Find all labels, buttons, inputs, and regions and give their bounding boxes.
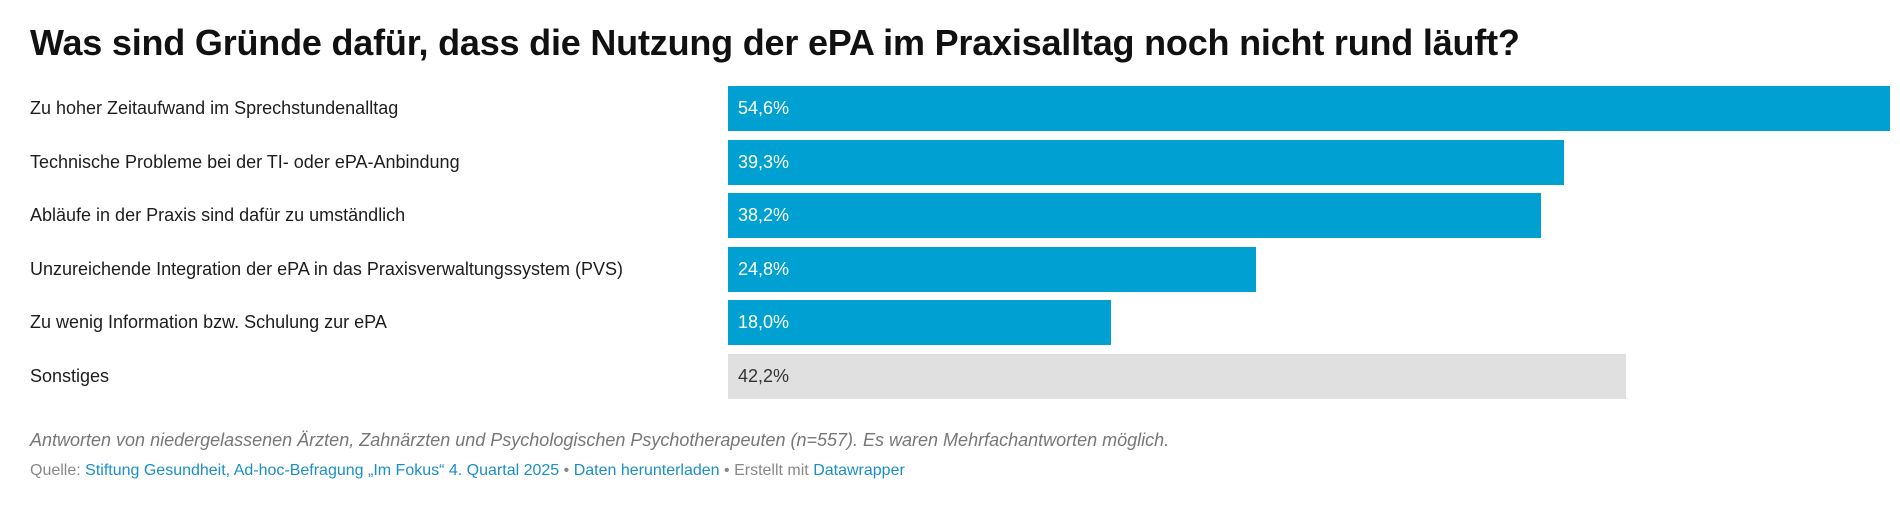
bar-value-label: 18,0% <box>738 312 790 332</box>
source-link[interactable]: Stiftung Gesundheit, Ad-hoc-Befragung „I… <box>85 462 560 479</box>
separator: • <box>719 462 735 479</box>
category-label: Technische Probleme bei der TI- oder ePA… <box>30 152 460 172</box>
bar <box>728 140 1565 185</box>
bar <box>728 354 1627 399</box>
separator: • <box>559 462 574 479</box>
category-label: Abläufe in der Praxis sind dafür zu umst… <box>30 205 406 225</box>
bar-value-label: 42,2% <box>738 366 790 386</box>
chart-title: Was sind Gründe dafür, dass die Nutzung … <box>30 22 1520 63</box>
category-label: Sonstiges <box>30 366 110 386</box>
datawrapper-link[interactable]: Datawrapper <box>813 462 905 479</box>
bar <box>728 300 1112 345</box>
source-prefix: Quelle: <box>30 462 86 479</box>
category-label: Zu hoher Zeitaufwand im Sprechstundenall… <box>30 98 399 118</box>
bar <box>728 86 1890 131</box>
chart-note: Antworten von niedergelassenen Ärzten, Z… <box>30 430 1170 450</box>
category-label: Unzureichende Integration der ePA in das… <box>30 259 623 279</box>
created-with-text: Erstellt mit <box>734 462 814 479</box>
bar <box>728 193 1541 238</box>
bar <box>728 247 1256 292</box>
download-data-link[interactable]: Daten herunterladen <box>573 462 720 479</box>
source-line: Quelle: Stiftung Gesundheit, Ad-hoc-Befr… <box>30 462 905 480</box>
bar-value-label: 54,6% <box>738 98 790 118</box>
category-label: Zu wenig Information bzw. Schulung zur e… <box>30 312 387 332</box>
bar-value-label: 24,8% <box>738 259 790 279</box>
bar-value-label: 39,3% <box>738 152 790 172</box>
bar-value-label: 38,2% <box>738 205 790 225</box>
